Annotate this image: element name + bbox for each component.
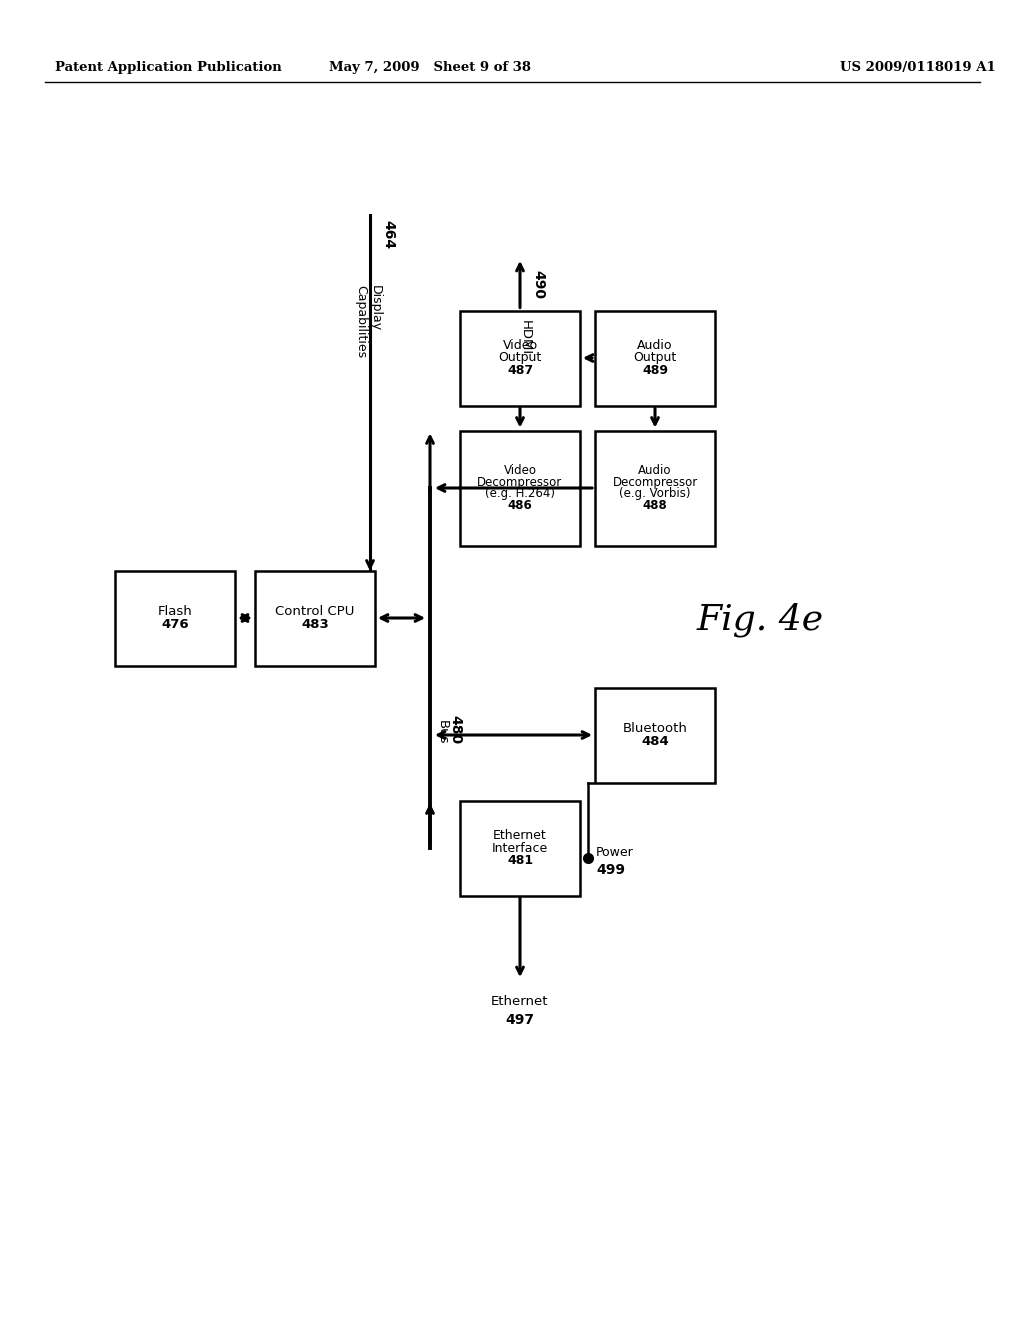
- Text: May 7, 2009   Sheet 9 of 38: May 7, 2009 Sheet 9 of 38: [329, 62, 531, 74]
- Text: Interface: Interface: [492, 842, 548, 854]
- Text: Patent Application Publication: Patent Application Publication: [55, 62, 282, 74]
- Text: 487: 487: [507, 364, 534, 378]
- Text: (e.g. H.264): (e.g. H.264): [485, 487, 555, 500]
- Bar: [595, 688, 715, 783]
- Text: 490: 490: [531, 271, 545, 300]
- Text: 486: 486: [508, 499, 532, 512]
- Text: Decompressor: Decompressor: [612, 475, 697, 488]
- Text: 497: 497: [506, 1012, 535, 1027]
- Bar: [460, 310, 580, 405]
- Text: Audio: Audio: [638, 463, 672, 477]
- Bar: [460, 430, 580, 545]
- Text: Video: Video: [503, 339, 538, 352]
- Text: 499: 499: [596, 863, 625, 876]
- Text: 476: 476: [161, 618, 188, 631]
- Text: 480: 480: [449, 715, 462, 744]
- Bar: [255, 570, 375, 665]
- Text: 489: 489: [642, 364, 668, 378]
- Text: (e.g. Vorbis): (e.g. Vorbis): [620, 487, 691, 500]
- Text: Bus: Bus: [435, 719, 449, 744]
- Text: 483: 483: [301, 618, 329, 631]
- Bar: [595, 310, 715, 405]
- Text: HDMI: HDMI: [519, 319, 532, 355]
- Text: 484: 484: [641, 735, 669, 748]
- Bar: [460, 800, 580, 895]
- Text: Bluetooth: Bluetooth: [623, 722, 687, 735]
- Text: Decompressor: Decompressor: [477, 475, 562, 488]
- Text: Audio: Audio: [637, 339, 673, 352]
- Bar: [115, 570, 234, 665]
- Text: Ethernet: Ethernet: [494, 829, 547, 842]
- Text: Ethernet: Ethernet: [492, 995, 549, 1008]
- Text: Output: Output: [499, 351, 542, 364]
- Text: 464: 464: [381, 220, 395, 249]
- Text: 481: 481: [507, 854, 534, 867]
- Text: Output: Output: [634, 351, 677, 364]
- Text: Fig. 4e: Fig. 4e: [696, 603, 823, 638]
- Text: Control CPU: Control CPU: [275, 605, 354, 618]
- Text: Video: Video: [504, 463, 537, 477]
- Bar: [595, 430, 715, 545]
- Text: Power: Power: [596, 846, 634, 859]
- Text: US 2009/0118019 A1: US 2009/0118019 A1: [840, 62, 995, 74]
- Text: 488: 488: [643, 499, 668, 512]
- Text: Display
Capabilities: Display Capabilities: [354, 285, 382, 358]
- Text: Flash: Flash: [158, 605, 193, 618]
